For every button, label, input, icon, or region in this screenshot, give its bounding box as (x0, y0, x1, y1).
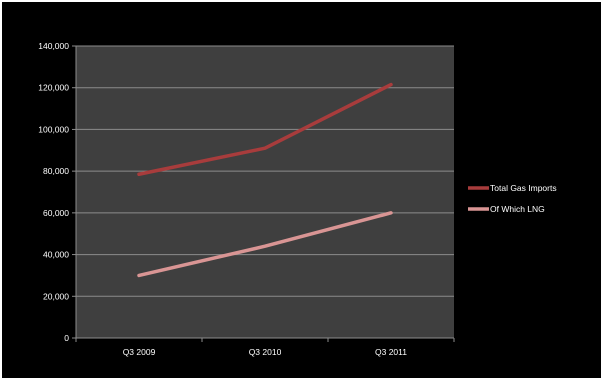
y-tick-label: 140,000 (38, 41, 69, 51)
y-tick-label: 80,000 (43, 166, 69, 176)
y-tick-label: 40,000 (43, 250, 69, 260)
legend: Total Gas Imports Of Which LNG (468, 183, 557, 214)
x-tick-label: Q3 2010 (249, 347, 282, 357)
axes: 0 20,000 40,000 60,000 80,000 100,000 120,000 1… (38, 41, 455, 357)
y-tick-label: 120,000 (38, 83, 69, 93)
y-tick-label: 0 (64, 333, 69, 343)
y-tick-label: 100,000 (38, 124, 69, 134)
series-line-total-gas-imports (137, 82, 393, 177)
legend-label: Of Which LNG (490, 204, 545, 214)
legend-label: Total Gas Imports (490, 183, 557, 193)
y-tick-label: 60,000 (43, 208, 69, 218)
y-tick-label: 20,000 (43, 291, 69, 301)
x-tick-label: Q3 2011 (375, 347, 407, 357)
x-tick-label: Q3 2009 (123, 347, 156, 357)
series-line-of-which-lng (137, 211, 393, 278)
series-lines (137, 82, 393, 278)
gridlines (76, 45, 454, 339)
plot-area (76, 46, 454, 338)
